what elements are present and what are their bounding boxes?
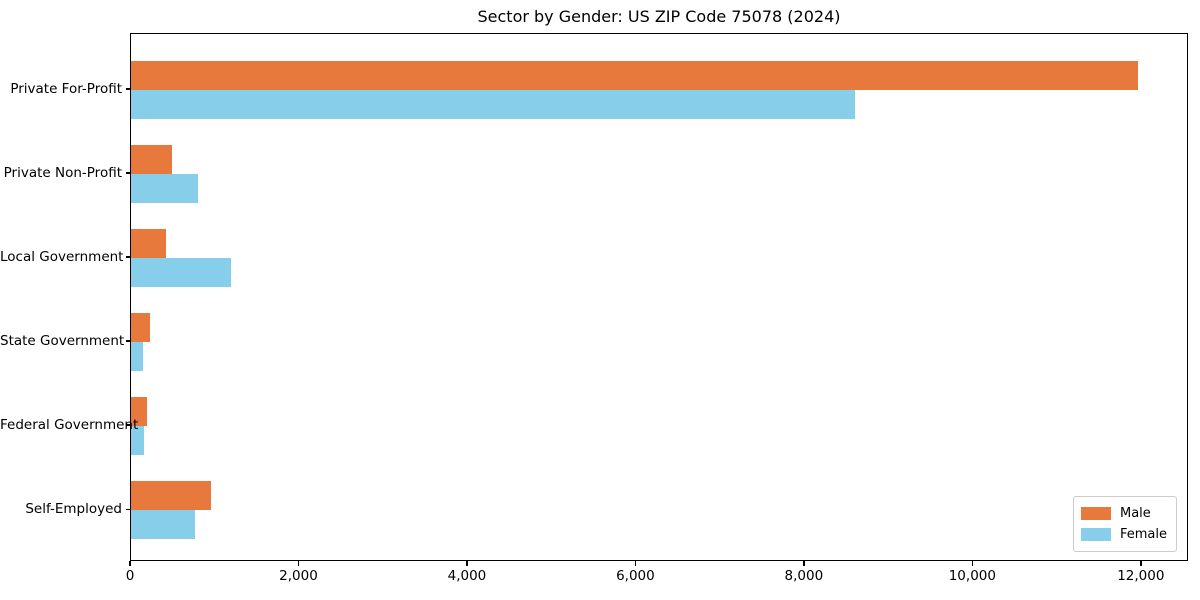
y-tick-mark (126, 88, 130, 90)
legend-swatch-male (1080, 507, 1111, 520)
legend-swatch-female (1080, 528, 1111, 541)
bar-male-5 (131, 481, 212, 511)
x-tick-label: 12,000 (1117, 568, 1165, 584)
legend-item-female: Female (1080, 524, 1167, 545)
y-tick-label: Self-Employed (25, 501, 122, 518)
x-tick-label: 8,000 (784, 568, 824, 584)
x-tick-mark (803, 561, 805, 566)
y-tick-label: Private For-Profit (10, 81, 122, 97)
bar-female-0 (131, 90, 855, 119)
bar-female-4 (131, 426, 144, 456)
x-tick-mark (1140, 561, 1142, 566)
bar-female-1 (131, 174, 198, 204)
bar-male-4 (131, 397, 148, 427)
plot-area: Male Female (130, 33, 1188, 561)
bar-male-3 (131, 313, 150, 343)
y-tick-mark (126, 256, 130, 258)
y-tick-mark (126, 340, 130, 342)
y-tick-label: State Government (0, 333, 125, 350)
y-tick-mark (126, 172, 130, 174)
x-tick-mark (466, 561, 468, 566)
x-tick-label: 4,000 (447, 568, 487, 584)
y-tick-label: Federal Government (0, 417, 139, 434)
legend-label: Female (1119, 527, 1167, 542)
bar-male-1 (131, 145, 173, 175)
bar-female-5 (131, 510, 195, 540)
x-tick-mark (634, 561, 637, 566)
bar-male-2 (131, 229, 167, 259)
y-tick-mark (126, 508, 130, 511)
x-tick-label: 0 (125, 568, 135, 584)
x-tick-mark (971, 561, 974, 566)
legend-item-male: Male (1080, 503, 1167, 524)
x-tick-label: 10,000 (948, 568, 996, 584)
bar-male-0 (131, 61, 1138, 90)
x-tick-mark (129, 561, 131, 566)
y-tick-label: Private Non-Profit (3, 165, 122, 182)
x-tick-mark (297, 561, 300, 566)
y-tick-mark (126, 424, 130, 426)
legend-label: Male (1119, 506, 1151, 521)
bar-female-3 (131, 342, 144, 372)
y-tick-label: Local Government (0, 249, 124, 266)
x-tick-label: 2,000 (279, 568, 318, 584)
x-tick-label: 6,000 (616, 568, 655, 584)
chart-title: Sector by Gender: US ZIP Code 75078 (202… (477, 7, 841, 26)
bar-female-2 (131, 258, 232, 288)
legend: Male Female (1072, 496, 1177, 552)
